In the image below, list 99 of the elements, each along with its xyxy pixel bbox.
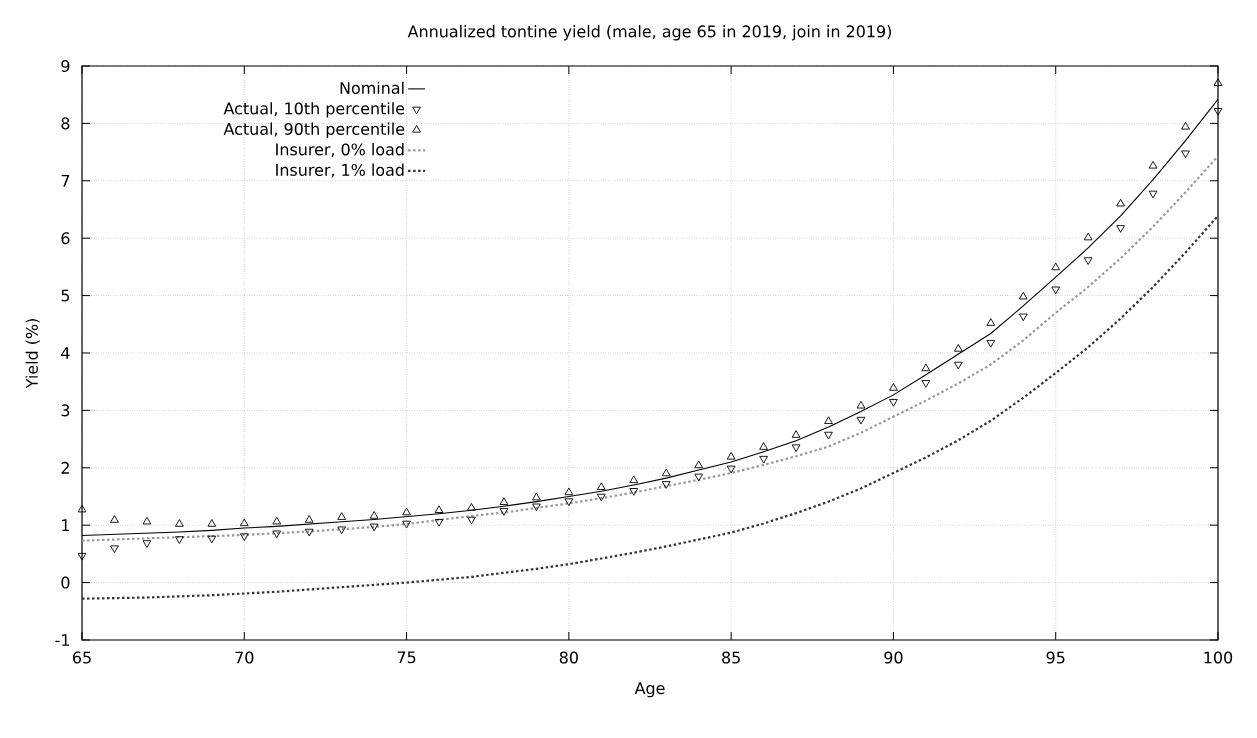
chart-title: Annualized tontine yield (male, age 65 in 2019, join in 2019) [407, 25, 891, 41]
point [77, 552, 87, 561]
point [1018, 291, 1028, 300]
x-tick-label: 75 [397, 651, 416, 664]
point [239, 518, 249, 527]
point [402, 507, 411, 516]
point [953, 344, 963, 352]
point [532, 492, 541, 501]
point [142, 516, 152, 525]
x-tick-label: 90 [884, 651, 903, 664]
legend-label: Actual, 10th percentile [223, 102, 405, 118]
x-tick-label: 65 [72, 651, 91, 664]
point [1213, 108, 1223, 116]
point [953, 361, 963, 370]
y-tick-label: 8 [61, 117, 70, 130]
y-tick-label: 1 [62, 519, 70, 531]
y-tick-label: 6 [61, 232, 70, 245]
y-tick-label: 7 [61, 174, 70, 187]
x-tick-label: 100 [1204, 651, 1233, 664]
point [434, 519, 444, 527]
point [824, 431, 833, 440]
y-tick-label: -1 [55, 634, 70, 646]
legend-label: Actual, 90th percentile [223, 122, 405, 139]
point [694, 473, 704, 482]
point [434, 505, 444, 513]
point [110, 545, 119, 554]
y-axis-title: Yield (%) [25, 319, 40, 389]
point [467, 503, 476, 511]
point [921, 363, 931, 372]
point [856, 416, 866, 425]
point [1051, 286, 1061, 295]
point [1018, 313, 1028, 322]
point [564, 498, 574, 507]
point [921, 380, 931, 388]
y-tick-label: 2 [61, 461, 69, 474]
point [661, 481, 671, 489]
legend-label: Insurer, 0% load [276, 143, 404, 158]
point [142, 540, 152, 548]
y-tick-label: 4 [61, 347, 70, 359]
point [207, 535, 217, 544]
point [986, 318, 996, 326]
point [110, 515, 119, 523]
x-tick-label: 70 [235, 651, 254, 664]
point [77, 504, 87, 513]
legend-label: Nominal [340, 81, 404, 94]
point [272, 516, 282, 525]
y-tick-label: 5 [61, 289, 70, 302]
point [337, 512, 347, 520]
point [661, 468, 671, 477]
point [1116, 225, 1125, 233]
point [1051, 262, 1061, 271]
point [1083, 232, 1093, 241]
point [207, 519, 217, 527]
point [824, 416, 833, 424]
point [175, 536, 184, 544]
point [596, 493, 606, 502]
x-axis-title: Age [634, 682, 665, 698]
point [499, 497, 509, 505]
x-tick-label: 85 [722, 651, 740, 664]
point [532, 503, 541, 512]
x-tick-label: 95 [1046, 651, 1065, 664]
point [726, 451, 736, 460]
point [1116, 198, 1125, 207]
point [986, 339, 996, 348]
point [239, 533, 249, 542]
point [889, 399, 898, 407]
y-tick-label: 3 [61, 404, 70, 417]
point [467, 516, 476, 525]
point [759, 455, 768, 464]
point [1181, 121, 1190, 130]
x-tick-label: 80 [559, 651, 578, 664]
point [791, 430, 801, 438]
point [1181, 150, 1190, 159]
point [629, 475, 639, 484]
point [402, 520, 411, 529]
point [596, 482, 606, 490]
point [1213, 78, 1223, 86]
point [1148, 190, 1158, 199]
point [564, 487, 574, 496]
point [499, 508, 509, 516]
y-tick-label: 0 [61, 576, 70, 589]
point [175, 519, 184, 527]
point [889, 383, 898, 391]
point [304, 528, 314, 537]
point [856, 400, 866, 409]
point [791, 444, 801, 453]
point [759, 442, 768, 450]
point [694, 460, 704, 469]
y-tick-label: 9 [61, 59, 70, 72]
point [369, 523, 379, 532]
point [1083, 257, 1093, 265]
point [369, 511, 379, 519]
point [337, 526, 347, 535]
legend-label: Insurer, 1% load [276, 163, 404, 178]
point [272, 530, 282, 539]
point [1148, 160, 1158, 169]
point [726, 465, 736, 474]
point [304, 515, 314, 523]
point [629, 488, 639, 496]
